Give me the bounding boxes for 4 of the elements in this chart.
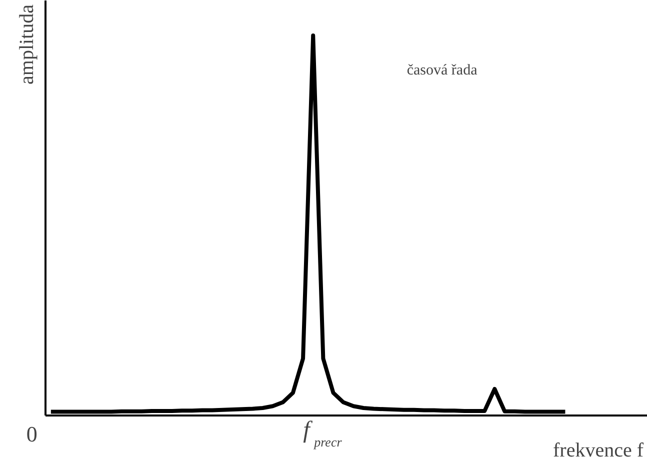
y-axis-title: amplituda — [16, 4, 38, 84]
text: 0 — [26, 422, 38, 447]
x-axis-title: frekvence f — [553, 440, 644, 462]
annotation: časová řada — [406, 62, 478, 78]
